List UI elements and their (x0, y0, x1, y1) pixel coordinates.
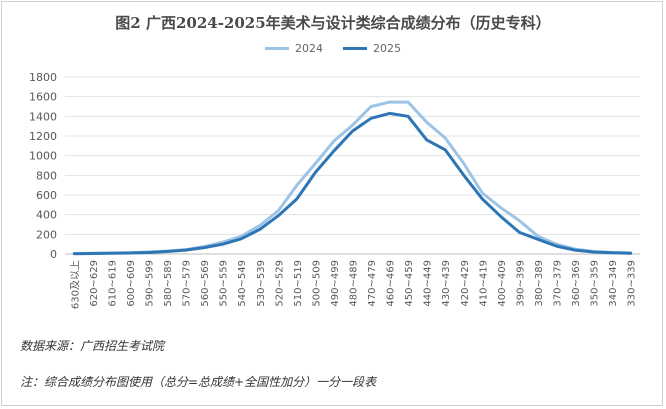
x-tick-label: 430~439 (441, 260, 452, 307)
x-tick-label: 510~519 (293, 260, 304, 307)
y-tick-label: 1400 (29, 110, 57, 123)
x-tick-label: 500~509 (311, 260, 322, 307)
x-tick-label: 440~449 (423, 260, 434, 307)
x-tick-label: 520~529 (274, 260, 285, 307)
x-tick-label: 590~599 (144, 260, 155, 307)
x-tick-label: 340~349 (608, 260, 619, 307)
x-tick-label: 370~379 (553, 260, 564, 307)
x-tick-label: 460~469 (386, 260, 397, 307)
x-tick-label: 450~459 (404, 260, 415, 307)
x-tick-label: 490~499 (330, 260, 341, 307)
series-line-2025 (72, 111, 633, 256)
y-tick-label: 600 (36, 189, 57, 202)
x-tick-label: 620~629 (89, 260, 100, 307)
legend-swatch-2025 (343, 47, 367, 50)
y-tick-label: 400 (36, 209, 57, 222)
x-tick-label: 470~479 (367, 260, 378, 307)
legend-item-2025: 2025 (343, 42, 401, 55)
x-tick-label: 530~539 (256, 260, 267, 307)
x-tick-label: 410~419 (478, 260, 489, 307)
legend-swatch-2024 (265, 47, 289, 50)
legend-label-2025: 2025 (373, 42, 401, 55)
chart-title: 图2 广西2024-2025年美术与设计类综合成绩分布（历史专科） (115, 14, 551, 32)
chart-legend: 2024 2025 (0, 42, 666, 55)
x-tick-label: 350~359 (590, 260, 601, 307)
x-tick-label: 550~559 (219, 260, 230, 307)
footnote: 注：综合成绩分布图使用（总分=总成绩+全国性加分）一分一段表 (20, 375, 377, 389)
x-tick-label: 540~549 (237, 260, 248, 307)
x-tick-label: 420~429 (460, 260, 471, 307)
data-source-note: 数据来源：广西招生考试院 (20, 339, 165, 353)
y-tick-label: 800 (36, 169, 57, 182)
y-tick-label: 1200 (29, 130, 57, 143)
x-tick-label: 570~579 (182, 260, 193, 307)
x-tick-label: 380~389 (534, 260, 545, 307)
y-tick-label: 1600 (29, 91, 57, 104)
y-tick-label: 0 (50, 248, 57, 261)
series-line-2024 (72, 100, 633, 255)
x-tick-label: 390~399 (515, 260, 526, 307)
x-tick-label: 630及以上 (69, 260, 81, 309)
x-tick-label: 610~619 (107, 260, 118, 307)
legend-label-2024: 2024 (295, 42, 323, 55)
y-tick-label: 200 (36, 228, 57, 241)
y-tick-label: 1800 (29, 71, 57, 84)
x-tick-label: 360~369 (571, 260, 582, 307)
y-tick-label: 1000 (29, 150, 57, 163)
x-tick-label: 400~409 (497, 260, 508, 307)
x-tick-label: 580~589 (163, 260, 174, 307)
x-tick-label: 330~339 (627, 260, 638, 307)
legend-item-2024: 2024 (265, 42, 323, 55)
x-tick-label: 480~489 (349, 260, 360, 307)
x-tick-label: 560~569 (200, 260, 211, 307)
x-tick-label: 600~609 (126, 260, 137, 307)
